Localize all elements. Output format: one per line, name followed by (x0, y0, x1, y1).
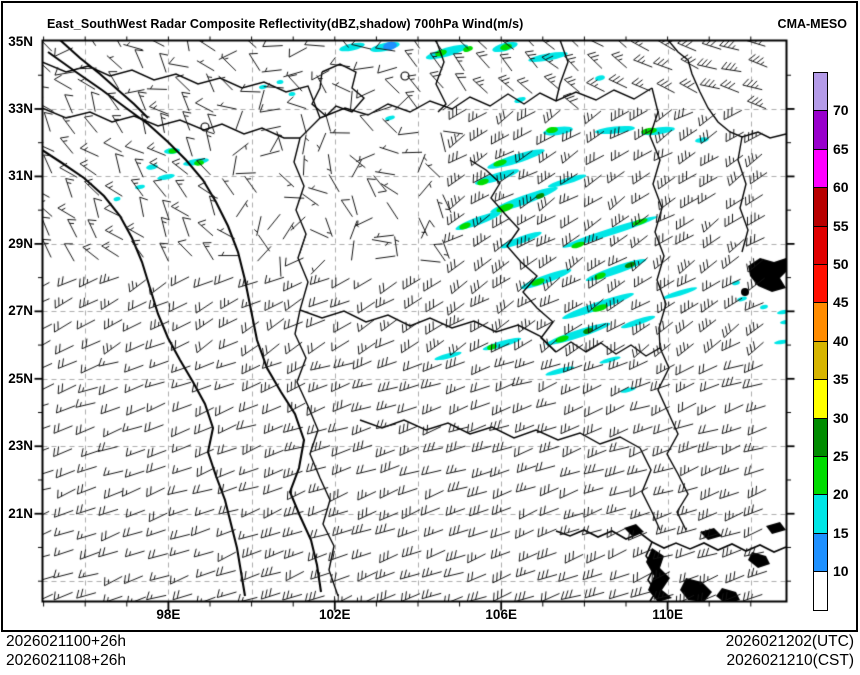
init-time-utc: 2026021100+26h (6, 633, 126, 650)
colorbar-segment-4 (813, 417, 828, 457)
lat-label-21N: 21N (8, 505, 33, 521)
lon-label-102E: 102E (319, 607, 351, 622)
colorbar-segment-9 (813, 225, 828, 265)
colorbar-tick-65: 65 (833, 140, 849, 157)
colorbar-tick-70: 70 (833, 102, 849, 119)
colorbar-tick-50: 50 (833, 256, 849, 272)
colorbar-tick-45: 45 (833, 294, 849, 311)
colorbar-segment-13 (813, 72, 828, 112)
lat-label-35N: 35N (8, 33, 33, 49)
colorbar-tick-55: 55 (833, 217, 849, 234)
plot-title: East_SouthWest Radar Composite Reflectiv… (47, 17, 524, 31)
valid-time-cst: 2026021210(CST) (726, 652, 854, 669)
colorbar-tick-25: 25 (833, 448, 849, 464)
lat-label-25N: 25N (8, 370, 33, 386)
colorbar-segment-10 (813, 187, 828, 227)
model-name: CMA-MESO (777, 17, 847, 31)
colorbar-segment-12 (813, 110, 828, 150)
lat-label-27N: 27N (8, 303, 33, 319)
lat-label-31N: 31N (8, 168, 33, 184)
colorbar-tick-40: 40 (833, 332, 849, 349)
colorbar-tick-35: 35 (833, 371, 849, 388)
valid-time-utc: 2026021202(UTC) (725, 633, 854, 650)
lon-label-106E: 106E (485, 607, 517, 622)
lat-label-33N: 33N (8, 100, 33, 116)
colorbar-tick-20: 20 (833, 486, 849, 503)
colorbar-segment-8 (813, 264, 828, 304)
colorbar-segment-2 (813, 494, 828, 534)
lon-label-110E: 110E (652, 607, 683, 622)
colorbar-segment-3 (813, 456, 828, 496)
colorbar-tick-60: 60 (833, 179, 849, 196)
colorbar-tick-10: 10 (833, 563, 849, 580)
colorbar-tick-15: 15 (833, 524, 849, 541)
colorbar-segment-7 (813, 302, 828, 342)
colorbar-segment-6 (813, 340, 828, 381)
colorbar-segment-0 (813, 571, 828, 611)
lon-label-98E: 98E (156, 607, 181, 622)
colorbar-segment-11 (813, 148, 828, 189)
init-time-cst: 2026021108+26h (6, 652, 126, 669)
lat-label-23N: 23N (8, 438, 33, 454)
colorbar-tick-30: 30 (833, 409, 849, 426)
lat-label-29N: 29N (8, 235, 33, 251)
colorbar-segment-5 (813, 379, 828, 419)
colorbar-segment-1 (813, 532, 828, 573)
